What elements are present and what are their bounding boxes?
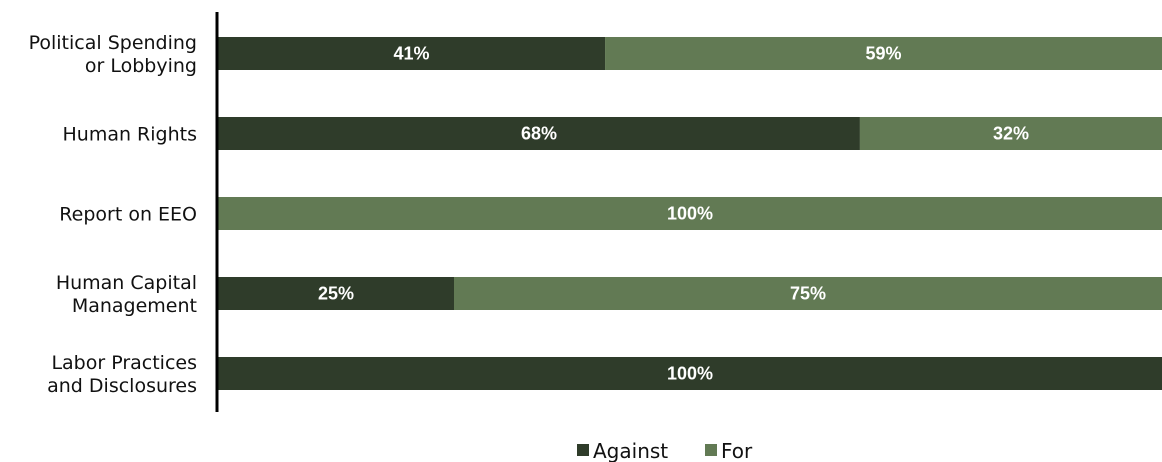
value-label-against-0: 41% <box>394 44 430 64</box>
legend-label-against: Against <box>593 439 668 462</box>
legend: Against For <box>577 439 753 462</box>
legend-swatch-against <box>577 444 589 456</box>
value-label-against-1: 68% <box>521 124 557 144</box>
value-label-against-4: 100% <box>667 364 713 384</box>
category-labels-group: Political Spending or Lobbying Human Right… <box>29 32 197 397</box>
value-label-for-3: 75% <box>790 284 826 304</box>
category-label-1: Human Rights <box>63 124 198 146</box>
legend-swatch-for <box>705 444 717 456</box>
category-label-0: Political Spending or Lobbying <box>29 32 197 77</box>
category-label-2: Report on EEO <box>59 204 197 226</box>
category-label-4: Labor Practices and Disclosures <box>47 352 197 397</box>
legend-label-for: For <box>721 439 753 462</box>
category-label-3: Human Capital Management <box>56 272 197 317</box>
value-label-for-0: 59% <box>866 44 902 64</box>
value-label-against-3: 25% <box>318 284 354 304</box>
value-label-for-1: 32% <box>993 124 1029 144</box>
value-label-for-2: 100% <box>667 204 713 224</box>
